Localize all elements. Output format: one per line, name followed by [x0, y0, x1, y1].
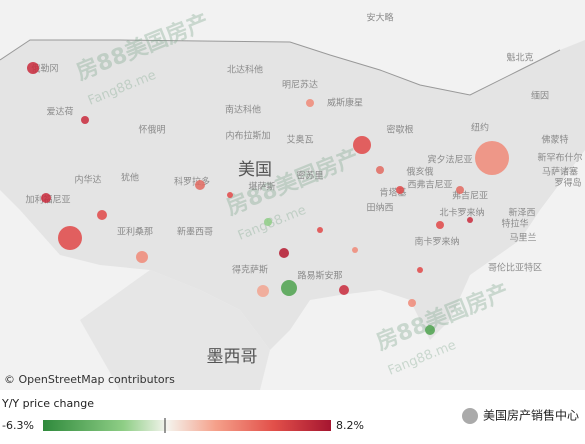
region-label: 宾夕法尼亚 [427, 154, 472, 166]
bubble [41, 193, 51, 203]
bubble [376, 166, 384, 174]
bubble [136, 251, 148, 263]
bubble [257, 285, 269, 297]
region-label: 艾奥瓦 [286, 134, 313, 146]
region-label: 哥伦比亚特区 [488, 262, 542, 274]
bubble [306, 99, 314, 107]
bubble [81, 116, 89, 124]
region-label: 犹他 [121, 172, 139, 184]
region-label: 南达科他 [225, 104, 261, 116]
region-label: 得克萨斯 [232, 264, 268, 276]
region-label: 密苏里 [296, 170, 323, 182]
bubble [353, 136, 371, 154]
region-label: 威斯康星 [327, 97, 363, 109]
region-label: 特拉华 [501, 218, 528, 230]
bubble [425, 325, 435, 335]
bubble [264, 218, 272, 226]
attribution: © OpenStreetMap contributors [4, 373, 175, 386]
region-label: 纽约 [471, 122, 489, 134]
legend-title: Y/Y price change [1, 397, 94, 410]
region-label: 安大略 [366, 12, 393, 24]
region-label: 北达科他 [227, 64, 263, 76]
legend-max: 8.2% [336, 419, 364, 432]
bubble [195, 180, 205, 190]
region-label: 俄亥俄 [406, 166, 433, 178]
wechat-icon [462, 408, 478, 424]
bubble [317, 227, 323, 233]
region-label: 新泽西 [508, 207, 535, 219]
region-label: 魁北克 [506, 52, 533, 64]
bubble [467, 217, 473, 223]
region-label: 密歇根 [386, 124, 413, 136]
bubble [396, 186, 404, 194]
country-label: 美国 [238, 160, 272, 180]
legend-min: -6.3% [2, 419, 34, 432]
bubble [27, 62, 39, 74]
region-label: 新墨西哥 [177, 226, 213, 238]
bubbles [27, 62, 509, 335]
country-label: 墨西哥 [207, 347, 258, 367]
bubble [352, 247, 358, 253]
bubble [456, 186, 464, 194]
region-label: 北卡罗来纳 [439, 207, 484, 219]
bubble [279, 248, 289, 258]
region-label: 缅因 [531, 90, 549, 102]
region-label: 怀俄明 [138, 124, 165, 136]
mexico-land [80, 270, 270, 390]
bubble [97, 210, 107, 220]
region-label: 马里兰 [509, 232, 536, 244]
region-label: 佛蒙特 [541, 134, 568, 146]
region-label: 新罕布什尔 [537, 152, 582, 164]
bubble [58, 226, 82, 250]
footer: 美国房产销售中心 [483, 408, 579, 423]
region-label: 内布拉斯加 [225, 130, 270, 142]
bubble [408, 299, 416, 307]
bubble [417, 267, 423, 273]
region-label: 堪萨斯 [248, 181, 275, 193]
bubble [475, 141, 509, 175]
bubble [281, 280, 297, 296]
region-label: 明尼苏达 [282, 79, 318, 91]
bubble [227, 192, 233, 198]
region-label: 马萨诸塞 [542, 166, 578, 178]
legend-gradient [43, 420, 331, 431]
region-label: 亚利桑那 [117, 226, 153, 238]
us-land [0, 40, 585, 350]
region-label: 南卡罗来纳 [414, 236, 459, 248]
border [0, 39, 561, 96]
region-label: 路易斯安那 [297, 270, 342, 282]
region-label: 田纳西 [366, 202, 393, 214]
bubble [436, 221, 444, 229]
region-label: 内华达 [74, 174, 101, 186]
region-label: 西弗吉尼亚 [407, 179, 452, 191]
region-label: 爱达荷 [46, 106, 73, 118]
bubble [339, 285, 349, 295]
region-label: 罗得岛 [554, 177, 581, 189]
